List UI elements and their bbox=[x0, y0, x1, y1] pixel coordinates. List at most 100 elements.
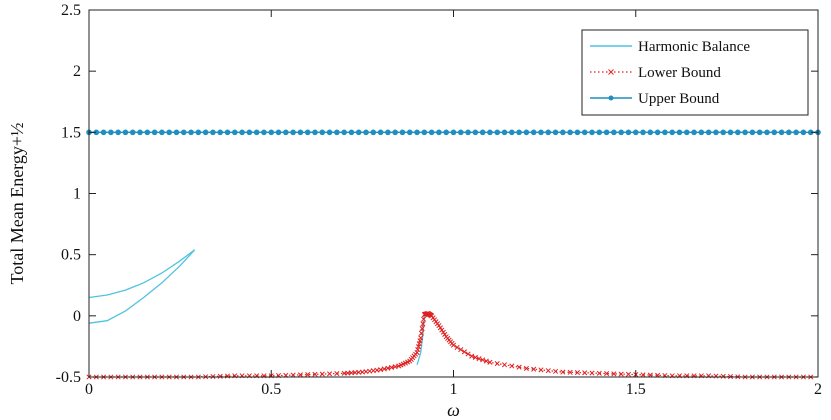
lower-bound-marker bbox=[461, 349, 467, 355]
lower-bound-marker bbox=[419, 326, 425, 332]
upper-bound-marker bbox=[567, 129, 573, 136]
upper-bound-marker bbox=[494, 129, 501, 136]
legend: Harmonic Balance Lower Bound Upper Bound bbox=[581, 29, 809, 116]
upper-bound-marker bbox=[144, 129, 151, 136]
lower-bound-marker bbox=[327, 371, 333, 377]
upper-bound-marker bbox=[778, 129, 785, 136]
upper-bound-marker bbox=[348, 129, 355, 136]
y-axis-label: Total Mean Energy+½ bbox=[7, 122, 27, 284]
lower-bound-marker bbox=[312, 371, 318, 377]
lower-bound-marker bbox=[415, 344, 422, 350]
upper-bound-marker bbox=[355, 129, 362, 136]
upper-bound-marker bbox=[727, 129, 734, 136]
upper-bound-marker bbox=[363, 129, 369, 136]
upper-bound-marker bbox=[436, 129, 442, 136]
lower-bound-marker bbox=[414, 349, 420, 356]
upper-bound-marker bbox=[501, 129, 508, 136]
upper-bound-marker bbox=[195, 129, 202, 136]
lower-bound-marker bbox=[501, 362, 508, 368]
upper-bound-marker bbox=[552, 129, 559, 136]
lower-bound-marker bbox=[436, 323, 442, 329]
upper-bound-marker bbox=[210, 129, 216, 136]
lower-bound-marker bbox=[509, 363, 515, 369]
legend-marker bbox=[608, 69, 614, 75]
upper-bound-marker bbox=[115, 129, 121, 136]
lower-bound-marker bbox=[596, 370, 602, 376]
lower-bound-marker bbox=[305, 371, 311, 378]
upper-bound-marker bbox=[137, 129, 143, 136]
lower-bound-marker bbox=[421, 316, 427, 322]
lower-bound-marker bbox=[567, 369, 573, 375]
upper-bound-marker bbox=[669, 129, 676, 136]
upper-bound-marker bbox=[632, 129, 639, 136]
upper-bound-marker bbox=[457, 129, 464, 136]
upper-bound-marker bbox=[487, 129, 493, 136]
y-tick-label: 0 bbox=[73, 308, 81, 325]
upper-bound-marker bbox=[180, 129, 187, 136]
upper-bound-marker bbox=[122, 129, 129, 136]
upper-bound-marker bbox=[151, 129, 158, 136]
y-tick-label: 1.5 bbox=[61, 124, 81, 141]
legend-label-harmonic-balance: Harmonic Balance bbox=[638, 39, 750, 55]
upper-bound-marker bbox=[713, 129, 719, 136]
upper-bound-marker bbox=[290, 129, 296, 136]
lower-bound-marker bbox=[618, 371, 624, 377]
upper-bound-marker bbox=[275, 129, 282, 136]
lower-bound-marker bbox=[472, 354, 478, 360]
lower-bound-marker bbox=[494, 360, 500, 367]
upper-bound-marker bbox=[698, 129, 705, 136]
upper-bound-marker bbox=[334, 129, 340, 136]
x-tick-label: 0 bbox=[85, 381, 93, 398]
upper-bound-marker bbox=[297, 129, 304, 136]
lower-bound-marker bbox=[611, 371, 617, 377]
upper-bound-marker bbox=[735, 129, 741, 136]
lower-bound-marker bbox=[538, 367, 544, 373]
lower-bound-marker bbox=[418, 330, 424, 336]
lower-bound-marker bbox=[516, 364, 522, 370]
lower-bound-marker bbox=[640, 372, 646, 378]
lower-bound-marker bbox=[458, 347, 464, 353]
legend-label-upper-bound: Upper Bound bbox=[638, 91, 720, 107]
upper-bound-marker bbox=[742, 129, 748, 136]
upper-bound-marker bbox=[764, 129, 770, 136]
upper-bound-marker bbox=[370, 129, 377, 136]
harmonic-balance-line-2 bbox=[88, 249, 196, 324]
lower-bound-marker bbox=[450, 342, 457, 348]
lower-bound-marker bbox=[417, 338, 423, 344]
upper-bound-marker bbox=[647, 129, 654, 136]
lower-bound-marker bbox=[416, 341, 422, 347]
upper-bound-marker bbox=[202, 129, 209, 136]
y-tick-label: -0.5 bbox=[56, 369, 81, 386]
upper-bound-marker bbox=[662, 129, 668, 136]
lower-bound-marker bbox=[439, 327, 445, 333]
upper-bound-marker bbox=[108, 129, 114, 136]
upper-bound-marker bbox=[581, 129, 588, 136]
upper-bound-marker bbox=[159, 129, 165, 136]
lower-bound-marker bbox=[582, 370, 588, 376]
upper-bound-marker bbox=[268, 129, 275, 136]
upper-bound-marker bbox=[472, 129, 479, 136]
upper-bound-marker bbox=[129, 129, 136, 136]
upper-bound-marker bbox=[625, 129, 632, 136]
lower-bound-marker bbox=[469, 353, 475, 359]
upper-bound-marker bbox=[341, 129, 347, 136]
upper-bound-marker bbox=[421, 129, 428, 136]
upper-bound-marker bbox=[261, 129, 267, 136]
upper-bound-marker bbox=[654, 129, 661, 136]
x-tick-label: 2 bbox=[814, 381, 822, 398]
lower-bound-marker bbox=[476, 356, 482, 362]
upper-bound-marker bbox=[479, 129, 486, 136]
lower-bound-marker bbox=[545, 368, 551, 374]
lower-bound-marker bbox=[523, 365, 529, 371]
lower-bound-marker bbox=[442, 331, 448, 337]
lower-bound-marker bbox=[437, 325, 443, 331]
upper-bound-marker bbox=[516, 129, 522, 136]
upper-bound-marker bbox=[392, 129, 398, 136]
lower-bound-marker bbox=[334, 371, 340, 377]
upper-bound-marker bbox=[224, 129, 231, 136]
harmonic-balance-line-1 bbox=[88, 249, 196, 299]
lower-bound-marker bbox=[418, 335, 424, 341]
lower-bound-marker bbox=[319, 371, 325, 377]
lower-bound-marker bbox=[483, 358, 489, 364]
